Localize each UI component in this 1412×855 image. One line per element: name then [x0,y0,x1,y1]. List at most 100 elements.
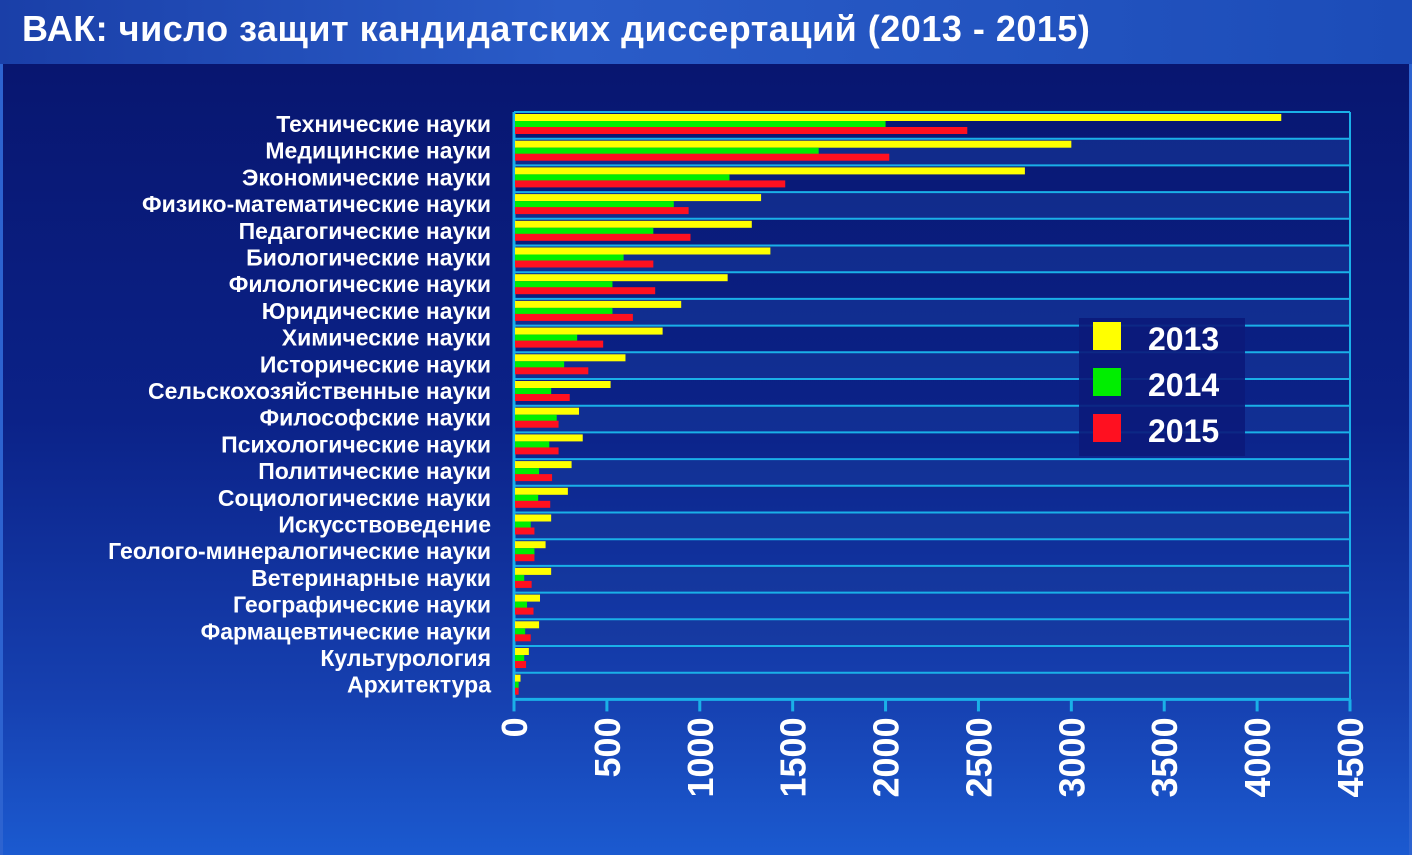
bar-2015 [515,153,890,161]
bar-2014 [515,254,624,262]
bar-2013 [515,514,552,522]
bar-2014 [515,601,528,609]
category-label: Биологические науки [246,245,491,271]
bar-2014 [515,628,526,636]
bar-2015 [515,127,968,134]
bar-2014 [515,227,654,235]
bar-2014 [515,388,552,395]
bar-2015 [515,447,559,455]
x-tick-label: 4000 [1237,717,1278,797]
legend-swatch-2013 [1093,322,1121,350]
bar-2013 [515,461,572,469]
bar-2013 [515,114,1282,121]
bar-2014 [515,681,519,689]
bar-2015 [515,340,604,348]
bar-2015 [515,313,633,321]
bar-2014 [515,281,613,289]
bar-2014 [515,414,557,422]
category-label: Фармацевтические науки [201,618,491,644]
bar-2013 [515,407,580,415]
x-tick-label: 1500 [773,717,814,797]
bar-2015 [515,607,534,615]
bar-2014 [515,334,578,342]
category-label: Искусствоведение [278,512,491,538]
bar-2013 [515,594,541,602]
bar-2013 [515,354,626,362]
bar-2014 [515,494,539,502]
legend-label-2014: 2014 [1148,367,1219,403]
category-label: Сельскохозяйственные науки [148,378,491,404]
bar-2013 [515,167,1025,175]
bar-2015 [515,527,535,535]
bar-2014 [515,307,613,315]
x-tick-label: 500 [587,717,628,777]
category-label: Экономические науки [242,164,491,190]
bar-2014 [515,521,531,529]
category-label: Географические науки [233,592,491,618]
bar-2015 [515,367,589,375]
bar-2013 [515,220,752,228]
bar-2013 [515,247,771,255]
bar-2014 [515,121,886,128]
x-tick-label: 3500 [1144,717,1185,797]
x-tick-label: 4500 [1330,717,1371,797]
bar-2015 [515,260,654,268]
category-label: Ветеринарные науки [251,565,491,591]
category-label: Политические науки [258,458,491,484]
bar-2015 [515,554,535,562]
bar-2014 [515,655,525,662]
bar-2015 [515,420,559,428]
bar-2015 [515,474,553,482]
category-label: Исторические науки [260,351,491,377]
x-tick-label: 1000 [680,717,721,797]
bar-2013 [515,674,521,682]
bar-2014 [515,441,550,449]
category-label: Технические науки [276,111,491,137]
bar-2014 [515,574,525,582]
bar-2013 [515,381,611,388]
x-tick-label: 0 [494,717,535,737]
row-band [514,459,1350,486]
bar-2013 [515,274,728,282]
bar-2013 [515,648,529,655]
bar-2013 [515,487,568,495]
bar-2015 [515,687,519,695]
bar-2014 [515,468,540,476]
bar-2015 [515,580,532,588]
category-label: Архитектура [347,672,491,698]
category-label: Психологические науки [221,431,491,457]
bar-2015 [515,500,551,508]
bar-2015 [515,287,656,295]
legend-swatch-2015 [1093,414,1121,442]
bar-2015 [515,634,531,642]
legend-label-2013: 2013 [1148,321,1219,357]
bar-2013 [515,434,583,442]
bar-2015 [515,233,691,241]
row-band [514,565,1350,593]
bar-2014 [515,147,819,155]
bar-2015 [515,207,689,215]
bar-2013 [515,140,1072,148]
bar-2013 [515,300,682,308]
x-tick-label: 2000 [866,717,907,797]
row-band [514,672,1350,700]
x-tick-label: 2500 [958,717,999,797]
bar-2013 [515,541,546,549]
bar-2014 [515,201,674,209]
page-title: ВАК: число защит кандидатских диссертаци… [22,8,1091,49]
category-label: Геолого-минералогические науки [108,538,491,564]
bar-2013 [515,194,762,202]
category-label: Философские науки [259,405,491,431]
bar-2013 [515,327,663,335]
x-tick-label: 3000 [1051,717,1092,797]
category-label: Медицинские науки [265,138,491,164]
title-bar: ВАК: число защит кандидатских диссертаци… [0,0,1412,64]
category-label: Социологические науки [218,485,491,511]
row-band [514,619,1350,646]
category-label: Культурология [320,645,491,671]
legend-label-2015: 2015 [1148,413,1219,449]
category-label: Педагогические науки [239,218,491,244]
bar-2015 [515,661,527,668]
